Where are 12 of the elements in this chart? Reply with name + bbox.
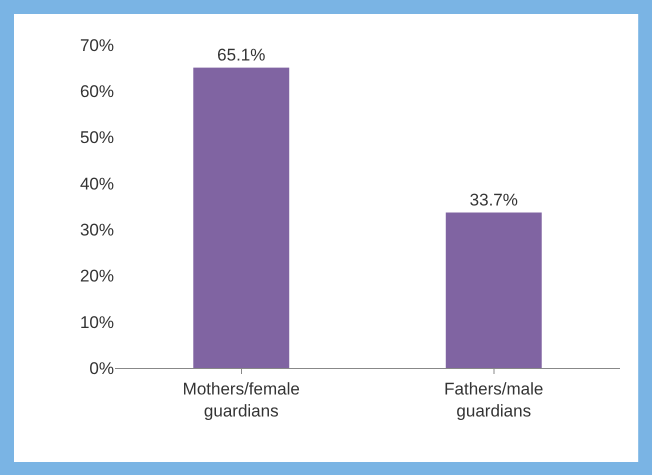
data-label: 33.7% [470,190,518,210]
y-tick-label: 10% [80,312,114,332]
data-label: 65.1% [217,46,266,65]
y-tick-label: 60% [80,82,114,102]
y-tick-label: 40% [80,174,114,194]
y-tick-label: 20% [80,266,114,286]
y-tick-label: 50% [80,128,114,148]
y-tick-label: 0% [89,358,114,378]
x-tick-label: Fathers/male guardians [444,379,544,420]
x-tick-label: Mothers/female guardians [182,379,300,420]
y-tick-label: 30% [80,220,114,240]
y-tick-label: 70% [80,36,114,55]
